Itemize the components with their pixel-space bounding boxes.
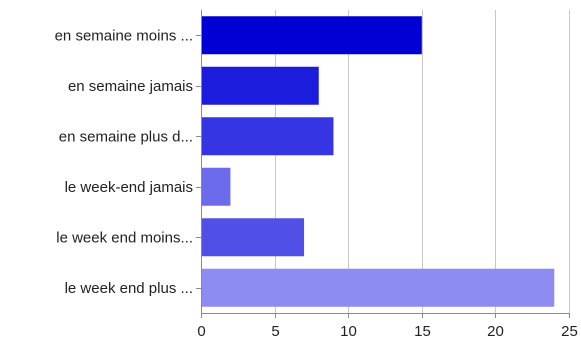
category-label: le week end moins... xyxy=(56,229,193,246)
category-label: en semaine jamais xyxy=(68,78,193,95)
x-tick-label: 15 xyxy=(414,323,431,340)
grid-lines xyxy=(275,10,570,313)
category-label: le week end plus ... xyxy=(65,280,193,297)
x-tick-label: 20 xyxy=(487,323,504,340)
x-tick-label: 5 xyxy=(271,323,279,340)
x-tick-label: 10 xyxy=(340,323,357,340)
bar-5 xyxy=(201,268,555,307)
x-tick-label: 0 xyxy=(197,323,205,340)
bars xyxy=(201,16,555,307)
category-label: le week-end jamais xyxy=(65,179,193,196)
x-tick-labels: 0 5 10 15 20 25 xyxy=(197,323,578,340)
category-label: en semaine plus d... xyxy=(59,128,193,145)
bar-2 xyxy=(201,117,334,156)
bar-4 xyxy=(201,218,305,257)
x-tick-label: 25 xyxy=(561,323,578,340)
bar-3 xyxy=(201,167,231,206)
bar-0 xyxy=(201,16,422,55)
category-label: en semaine moins ... xyxy=(55,27,193,44)
bar-1 xyxy=(201,66,319,105)
axes xyxy=(196,10,570,318)
category-labels: en semaine moins ... en semaine jamais en … xyxy=(55,27,193,297)
